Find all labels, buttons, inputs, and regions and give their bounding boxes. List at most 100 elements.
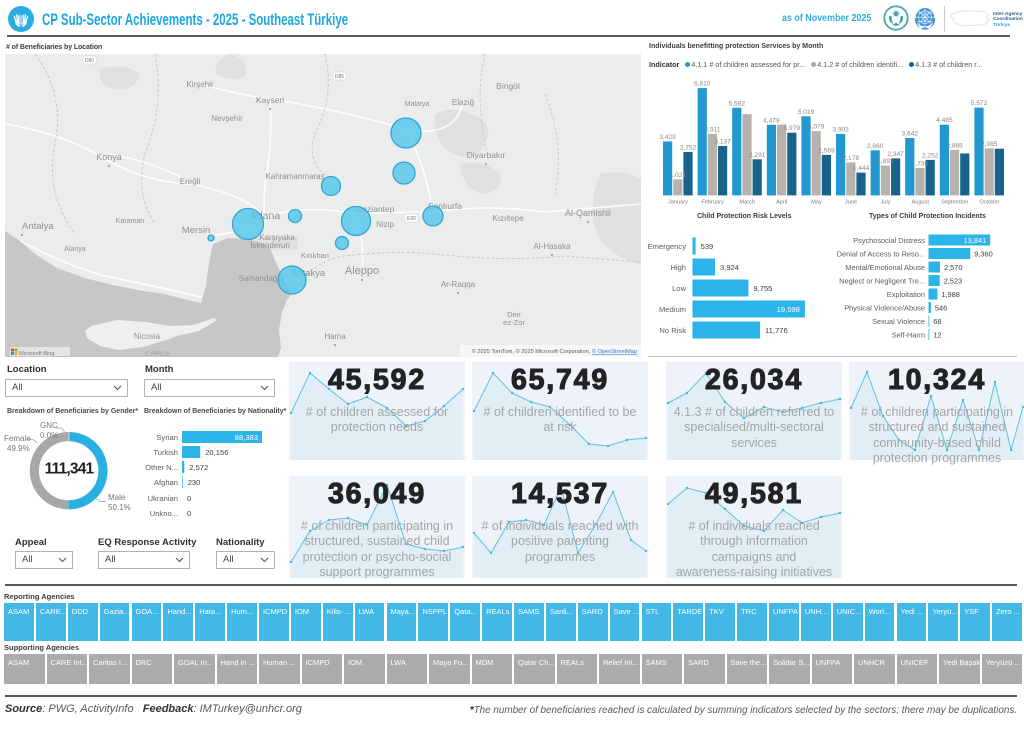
svg-text:3,903: 3,903 xyxy=(832,126,849,133)
svg-text:5,019: 5,019 xyxy=(798,109,815,116)
svg-text:2,291: 2,291 xyxy=(749,152,766,159)
svg-text:546: 546 xyxy=(935,303,947,312)
svg-text:ez-Zor: ez-Zor xyxy=(503,318,525,327)
svg-text:July: July xyxy=(881,199,891,205)
svg-text:Alanya: Alanya xyxy=(64,246,86,253)
svg-text:11,776: 11,776 xyxy=(765,326,788,335)
svg-text:Kirşehir: Kirşehir xyxy=(186,80,213,89)
svg-text:Malatya: Malatya xyxy=(405,101,430,108)
svg-text:Other N...: Other N... xyxy=(145,463,178,472)
svg-text:2,569: 2,569 xyxy=(818,147,835,154)
svg-text:0: 0 xyxy=(187,509,191,518)
svg-text:5,572: 5,572 xyxy=(971,100,988,107)
svg-text:6,810: 6,810 xyxy=(694,81,711,88)
svg-text:April: April xyxy=(776,199,787,205)
svg-text:Deir: Deir xyxy=(507,310,521,319)
svg-text:D85: D85 xyxy=(335,74,344,80)
svg-text:68: 68 xyxy=(933,317,941,326)
svg-text:3,979: 3,979 xyxy=(784,125,801,132)
svg-text:2,252: 2,252 xyxy=(922,152,939,159)
svg-text:Bingöl: Bingöl xyxy=(496,81,520,91)
svg-text:Karaman: Karaman xyxy=(116,218,145,225)
svg-text:Şanlıurfa: Şanlıurfa xyxy=(428,201,462,211)
svg-text:Physical Violence/Abuse: Physical Violence/Abuse xyxy=(844,303,925,312)
svg-text:1,021: 1,021 xyxy=(670,172,687,179)
svg-text:2,347: 2,347 xyxy=(887,151,904,158)
svg-text:September: September xyxy=(941,199,968,205)
svg-text:Gaziantep: Gaziantep xyxy=(356,204,395,214)
svg-text:Al-Qamishli: Al-Qamishli xyxy=(565,208,611,218)
svg-text:Elazığ: Elazığ xyxy=(452,98,474,107)
svg-text:Nevşehir: Nevşehir xyxy=(211,114,243,123)
svg-text:Exploitation: Exploitation xyxy=(887,290,925,299)
svg-text:2,572: 2,572 xyxy=(189,463,208,472)
svg-text:19,598: 19,598 xyxy=(777,305,800,314)
svg-text:5,562: 5,562 xyxy=(729,100,746,107)
svg-text:Syrian: Syrian xyxy=(156,433,178,442)
svg-text:Kızıltepe: Kızıltepe xyxy=(492,214,524,223)
svg-text:Kırıkhan: Kırıkhan xyxy=(301,251,329,260)
svg-text:Kahramanmaraş: Kahramanmaraş xyxy=(265,172,324,181)
svg-text:Antakya: Antakya xyxy=(291,268,326,279)
svg-text:111,341: 111,341 xyxy=(45,461,95,478)
svg-text:539: 539 xyxy=(701,242,714,251)
svg-text:May: May xyxy=(811,199,822,205)
svg-text:Ukranian: Ukranian xyxy=(148,494,178,503)
svg-text:E90: E90 xyxy=(407,216,416,222)
svg-text:Diyarbakır: Diyarbakır xyxy=(467,150,506,160)
svg-text:İskenderun: İskenderun xyxy=(250,241,290,250)
svg-text:Karşıyaka: Karşıyaka xyxy=(259,233,295,242)
svg-text:3,429: 3,429 xyxy=(659,134,676,141)
svg-text:2,985: 2,985 xyxy=(981,141,998,148)
svg-text:1,988: 1,988 xyxy=(941,290,960,299)
svg-text:4,485: 4,485 xyxy=(936,117,953,124)
svg-text:2,523: 2,523 xyxy=(944,276,963,285)
svg-text:1,736: 1,736 xyxy=(912,161,929,168)
svg-text:3,924: 3,924 xyxy=(720,263,739,272)
svg-text:Kayseri: Kayseri xyxy=(256,95,284,105)
svg-text:High: High xyxy=(670,263,686,272)
svg-text:9,755: 9,755 xyxy=(753,284,772,293)
svg-text:Turkish: Turkish xyxy=(153,448,178,457)
svg-text:Sexual Violence: Sexual Violence xyxy=(872,317,925,326)
svg-text:12: 12 xyxy=(933,330,941,339)
svg-text:Ar-Raqqa: Ar-Raqqa xyxy=(441,280,476,289)
svg-text:13,841: 13,841 xyxy=(964,236,987,245)
svg-text:1,892: 1,892 xyxy=(877,158,894,165)
svg-text:Low: Low xyxy=(672,284,686,293)
svg-text:No Risk: No Risk xyxy=(659,326,686,335)
svg-text:Mersin: Mersin xyxy=(182,225,211,236)
svg-text:3,642: 3,642 xyxy=(902,131,919,138)
svg-text:Ereğli: Ereğli xyxy=(180,177,201,186)
svg-text:3,137: 3,137 xyxy=(714,139,731,146)
svg-text:Unkno...: Unkno... xyxy=(150,509,178,518)
svg-text:2,178: 2,178 xyxy=(843,155,860,162)
svg-text:4,479: 4,479 xyxy=(763,117,780,124)
svg-text:October: October xyxy=(979,199,999,205)
svg-text:February: February xyxy=(701,199,724,205)
svg-text:4,079: 4,079 xyxy=(808,124,825,131)
svg-text:Aleppo: Aleppo xyxy=(345,265,379,277)
svg-text:Antalya: Antalya xyxy=(22,221,54,232)
svg-text:Konya: Konya xyxy=(96,152,122,162)
svg-text:Neglect or Negligent Tre...: Neglect or Negligent Tre... xyxy=(839,276,925,285)
svg-text:March: March xyxy=(739,199,755,205)
svg-text:88,383: 88,383 xyxy=(235,433,258,442)
svg-text:2,860: 2,860 xyxy=(867,143,884,150)
svg-text:CYPRUS: CYPRUS xyxy=(145,352,170,357)
svg-text:January: January xyxy=(668,199,688,205)
svg-text:Denial of Access to Reso...: Denial of Access to Reso... xyxy=(837,249,925,258)
svg-text:2,570: 2,570 xyxy=(944,263,963,272)
svg-text:Microsoft Bing: Microsoft Bing xyxy=(19,351,54,357)
svg-text:August: August xyxy=(911,199,929,205)
svg-text:Psychosocial Distress: Psychosocial Distress xyxy=(853,236,925,245)
svg-text:20,156: 20,156 xyxy=(205,448,228,457)
svg-text:3,911: 3,911 xyxy=(704,126,720,133)
svg-text:1,444: 1,444 xyxy=(853,165,870,172)
svg-text:June: June xyxy=(845,199,857,205)
svg-text:Medium: Medium xyxy=(659,305,686,314)
svg-text:0: 0 xyxy=(187,494,191,503)
svg-text:2,888: 2,888 xyxy=(946,142,963,149)
svg-text:9,360: 9,360 xyxy=(974,249,993,258)
svg-text:© 2025 TomTom, © 2025 Microsof: © 2025 TomTom, © 2025 Microsoft Corporat… xyxy=(472,348,637,355)
